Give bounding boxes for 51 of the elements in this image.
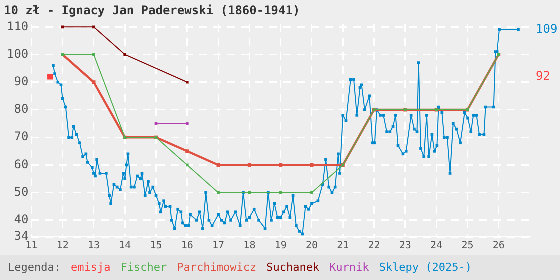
data-label: 109	[536, 22, 558, 36]
x-tick-label: 15	[150, 240, 162, 252]
y-tick-label: 100	[6, 46, 29, 61]
x-tick-label: 23	[399, 240, 412, 252]
y-tick-label: 70	[14, 130, 29, 144]
x-tick-label: 21	[337, 240, 350, 252]
text: Parchimowicz	[177, 261, 257, 274]
point	[48, 74, 54, 80]
x-tick-label: 17	[212, 240, 225, 252]
y-tick-label: 110	[6, 19, 29, 34]
x-tick-label: 16	[181, 240, 194, 252]
point	[92, 26, 96, 29]
point	[310, 191, 314, 194]
chart-title: 10 zł - Ignacy Jan Paderewski (1860-1941)	[4, 3, 300, 18]
x-tick-label: 22	[368, 240, 380, 252]
x-tick-label: 19	[274, 240, 287, 252]
text: 92	[536, 68, 550, 83]
x-tick-label: 26	[492, 240, 505, 252]
text: Suchanek	[266, 261, 320, 274]
y-tick-label: 40	[14, 212, 29, 227]
y-tick-label: 50	[14, 184, 29, 199]
legend-title: Legenda:	[8, 261, 61, 274]
x-tick-label: 18	[244, 240, 256, 252]
point	[186, 122, 189, 126]
point	[124, 53, 127, 56]
point	[186, 80, 189, 84]
y-tick-label: 80	[14, 102, 29, 116]
x-tick-label: 11	[26, 240, 38, 252]
y-tick-label: 90	[14, 74, 29, 89]
point	[217, 191, 220, 194]
x-tick-label: 25	[462, 240, 474, 252]
text: emisja	[70, 261, 111, 274]
x-tick-label: 14	[119, 240, 132, 252]
point	[186, 164, 189, 167]
text: Fischer	[120, 261, 168, 274]
y-tick-label: 60	[14, 157, 29, 172]
point	[186, 150, 190, 154]
text: Kurnik	[330, 261, 370, 274]
point	[216, 163, 220, 167]
x-tick-label: 12	[56, 240, 69, 252]
point	[279, 191, 282, 194]
point	[310, 163, 314, 167]
text: Sklepy (2025-)	[379, 261, 472, 274]
x-tick-label: 24	[430, 240, 443, 252]
point	[61, 26, 64, 29]
point	[279, 163, 283, 167]
point	[248, 163, 252, 167]
x-tick-label: 13	[88, 240, 100, 252]
point	[92, 53, 96, 56]
point	[92, 80, 96, 84]
x-tick-label: 20	[306, 240, 318, 252]
